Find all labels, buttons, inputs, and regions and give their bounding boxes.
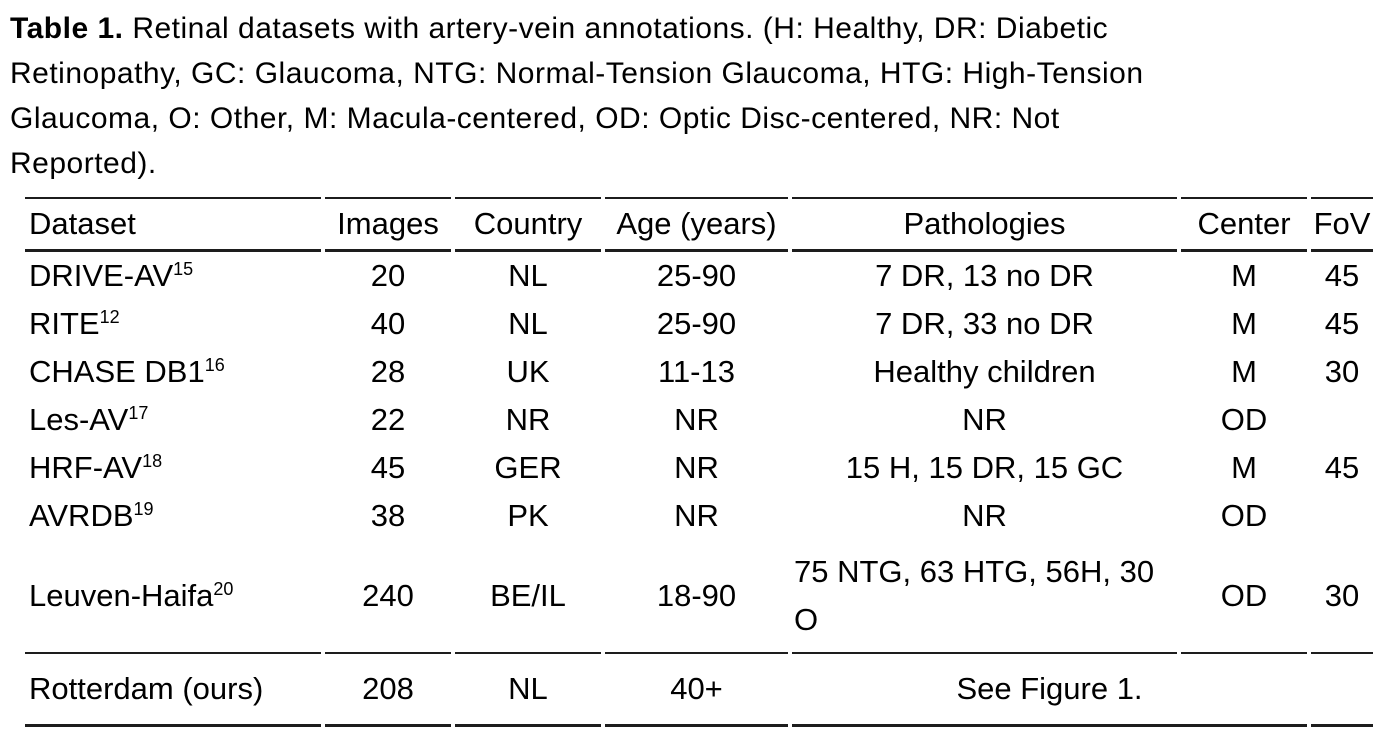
- cell-country: NR: [505, 402, 551, 437]
- cell-pathologies: NR: [962, 498, 1007, 533]
- cell-center: M: [1231, 306, 1257, 341]
- cell-fov: 45: [1324, 306, 1360, 341]
- cell-dataset: AVRDB19: [25, 492, 321, 540]
- cell-pathologies: 7 DR, 13 no DR: [875, 258, 1094, 293]
- cell-dataset: Les-AV17: [25, 396, 321, 444]
- cell-country: NL: [455, 654, 601, 727]
- cell-images: 40: [370, 306, 406, 341]
- header-age: Age (years): [605, 197, 788, 252]
- cell-dataset: HRF-AV18: [25, 444, 321, 492]
- cell-center: OD: [1181, 540, 1307, 654]
- cell-images: 20: [370, 258, 406, 293]
- table-row: HRF-AV18 45 GER NR 15 H, 15 DR, 15 GC M …: [25, 444, 1373, 492]
- dataset-name: Les-AV: [29, 402, 129, 437]
- cell-fov: 30: [1324, 354, 1360, 389]
- dataset-name: RITE: [29, 306, 100, 341]
- dataset-name: HRF-AV: [29, 450, 143, 485]
- cell-images: 240: [325, 540, 451, 654]
- table-caption-text: Retinal datasets with artery-vein annota…: [10, 12, 1144, 180]
- cell-age: 25-90: [656, 258, 737, 293]
- cell-images: 38: [370, 498, 406, 533]
- cell-center: M: [1231, 354, 1257, 389]
- header-pathologies: Pathologies: [792, 197, 1177, 252]
- cell-pathologies: 15 H, 15 DR, 15 GC: [845, 450, 1124, 485]
- cell-dataset: CHASE DB116: [25, 348, 321, 396]
- cell-center: OD: [1220, 498, 1268, 533]
- header-images: Images: [325, 197, 451, 252]
- reference-superscript: 20: [213, 579, 234, 599]
- cell-images: 28: [370, 354, 406, 389]
- cell-pathologies: Healthy children: [873, 354, 1096, 389]
- cell-images: 45: [370, 450, 406, 485]
- cell-country: NL: [508, 258, 548, 293]
- cell-age: NR: [674, 450, 719, 485]
- dataset-name: DRIVE-AV: [29, 258, 174, 293]
- cell-dataset: DRIVE-AV15: [25, 252, 321, 300]
- cell-age: 25-90: [656, 306, 737, 341]
- table-row: CHASE DB116 28 UK 11-13 Healthy children…: [25, 348, 1373, 396]
- reference-superscript: 16: [204, 355, 225, 375]
- cell-age: 11-13: [658, 354, 735, 389]
- cell-age: 40+: [605, 654, 788, 727]
- table-row: AVRDB19 38 PK NR NR OD: [25, 492, 1373, 540]
- cell-center: M: [1231, 450, 1257, 485]
- cell-fov: [1311, 654, 1373, 727]
- cell-fov: 45: [1324, 450, 1360, 485]
- cell-country: BE/IL: [455, 540, 601, 654]
- datasets-table: Dataset Images Country Age (years) Patho…: [21, 197, 1377, 727]
- reference-superscript: 17: [128, 403, 149, 423]
- header-dataset: Dataset: [25, 197, 321, 252]
- dataset-name: Leuven-Haifa: [29, 578, 214, 613]
- header-center: Center: [1181, 197, 1307, 252]
- table-caption: Table 1. Retinal datasets with artery-ve…: [0, 0, 1380, 186]
- cell-pathologies: 7 DR, 33 no DR: [875, 306, 1094, 341]
- table-row: RITE12 40 NL 25-90 7 DR, 33 no DR M 45: [25, 300, 1373, 348]
- cell-dataset: Rotterdam (ours): [25, 654, 321, 727]
- reference-superscript: 12: [99, 307, 120, 327]
- table-caption-label: Table 1.: [10, 12, 124, 45]
- cell-center: M: [1231, 258, 1257, 293]
- cell-country: NL: [508, 306, 548, 341]
- cell-pathologies: NR: [962, 402, 1007, 437]
- cell-age: NR: [674, 402, 719, 437]
- table-row: Rotterdam (ours) 208 NL 40+ See Figure 1…: [25, 654, 1373, 727]
- reference-superscript: 19: [133, 499, 154, 519]
- table-row: Les-AV17 22 NR NR NR OD: [25, 396, 1373, 444]
- cell-fov: 30: [1311, 540, 1373, 654]
- cell-dataset: RITE12: [25, 300, 321, 348]
- cell-dataset: Leuven-Haifa20: [25, 540, 321, 654]
- cell-images: 22: [370, 402, 406, 437]
- table-row: DRIVE-AV15 20 NL 25-90 7 DR, 13 no DR M …: [25, 252, 1373, 300]
- cell-fov: 45: [1324, 258, 1360, 293]
- cell-country: GER: [494, 450, 562, 485]
- cell-pathologies-merged: See Figure 1.: [792, 654, 1307, 727]
- cell-pathologies: 75 NTG, 63 HTG, 56H, 30 O: [792, 540, 1177, 654]
- cell-fov: [1311, 396, 1373, 444]
- header-country: Country: [455, 197, 601, 252]
- table-header-row: Dataset Images Country Age (years) Patho…: [25, 197, 1373, 252]
- reference-superscript: 18: [142, 451, 163, 471]
- cell-country: PK: [507, 498, 549, 533]
- dataset-name: AVRDB: [29, 498, 134, 533]
- cell-center: OD: [1220, 402, 1268, 437]
- cell-country: UK: [506, 354, 550, 389]
- table-row: Leuven-Haifa20 240 BE/IL 18-90 75 NTG, 6…: [25, 540, 1373, 654]
- cell-images: 208: [325, 654, 451, 727]
- header-fov: FoV: [1311, 197, 1373, 252]
- cell-fov: [1311, 492, 1373, 540]
- dataset-name: CHASE DB1: [29, 354, 205, 389]
- cell-age: NR: [674, 498, 719, 533]
- cell-age: 18-90: [605, 540, 788, 654]
- reference-superscript: 15: [173, 259, 194, 279]
